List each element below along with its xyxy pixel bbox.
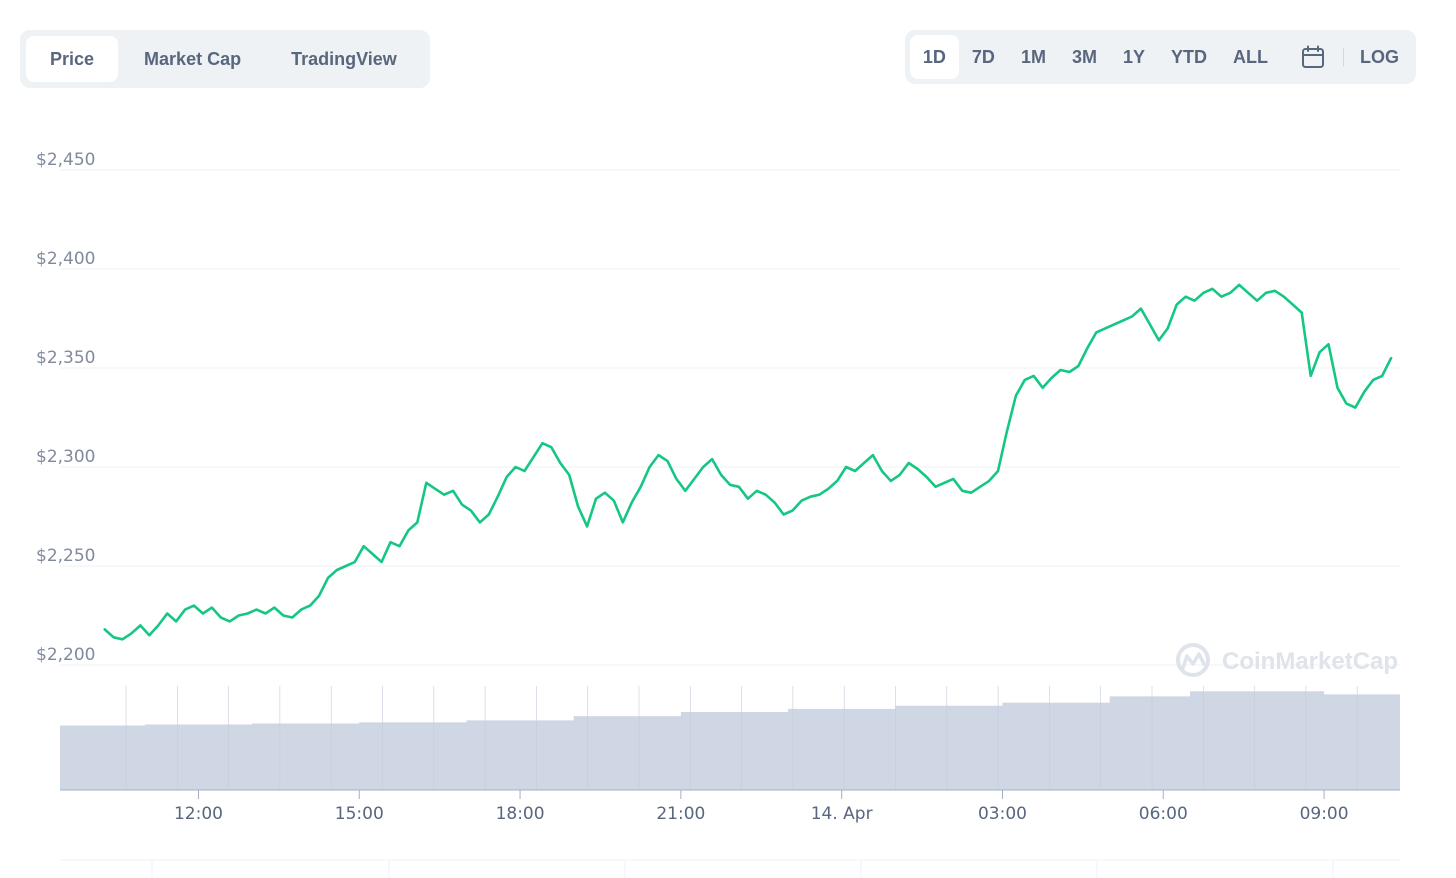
x-tick-label: 21:00 [656, 804, 705, 824]
watermark-text: CoinMarketCap [1222, 648, 1398, 675]
x-tick-label: 15:00 [335, 804, 384, 824]
tab-tradingview[interactable]: TradingView [291, 48, 397, 69]
x-axis: 12:00 15:00 18:00 21:00 14. Apr 03:00 06:00 09:… [174, 790, 1349, 824]
y-tick-label: $2,450 [36, 150, 95, 170]
x-tick-label: 09:00 [1300, 804, 1349, 824]
volume-area [60, 691, 1400, 790]
range-1m[interactable]: 1M [1020, 46, 1046, 67]
calendar-button[interactable] [1281, 35, 1339, 79]
y-tick-label: $2,350 [36, 348, 95, 368]
range-3m[interactable]: 3M [1071, 46, 1097, 67]
price-line[interactable] [103, 283, 1393, 641]
grid-lines [60, 169, 1400, 666]
coinmarketcap-logo-icon [1176, 643, 1210, 677]
x-tick-label: 18:00 [496, 804, 545, 824]
x-tick-label: 03:00 [978, 804, 1027, 824]
range-all[interactable]: ALL [1233, 46, 1268, 67]
navigator-strip [60, 859, 1400, 878]
x-tick-label: 14. Apr [811, 804, 873, 824]
y-tick-label: $2,300 [36, 447, 95, 467]
watermark: CoinMarketCap [1176, 643, 1398, 677]
y-axis: $2,200 $2,250 $2,300 $2,350 $2,400 $2,450 [36, 150, 95, 665]
x-tick-label: 06:00 [1139, 804, 1188, 824]
calendar-icon [1302, 45, 1324, 68]
log-scale-button[interactable]: LOG [1360, 46, 1399, 67]
y-tick-label: $2,200 [36, 645, 95, 665]
time-range-tabs: 1D 7D 1M 3M 1Y YTD ALL LOG [904, 30, 1416, 84]
range-7d[interactable]: 7D [971, 46, 995, 67]
x-tick-label: 12:00 [174, 804, 223, 824]
volume-bars [60, 686, 1400, 791]
range-1d[interactable]: 1D [909, 35, 959, 79]
range-1y[interactable]: 1Y [1122, 46, 1145, 67]
toolbar-divider [1343, 48, 1344, 66]
y-tick-label: $2,400 [36, 249, 95, 269]
range-ytd[interactable]: YTD [1171, 46, 1207, 67]
tab-market-cap[interactable]: Market Cap [144, 48, 242, 69]
chart-view-tabs: Price Market Cap TradingView [20, 30, 430, 88]
tab-price[interactable]: Price [26, 36, 119, 82]
y-tick-label: $2,250 [36, 546, 95, 566]
